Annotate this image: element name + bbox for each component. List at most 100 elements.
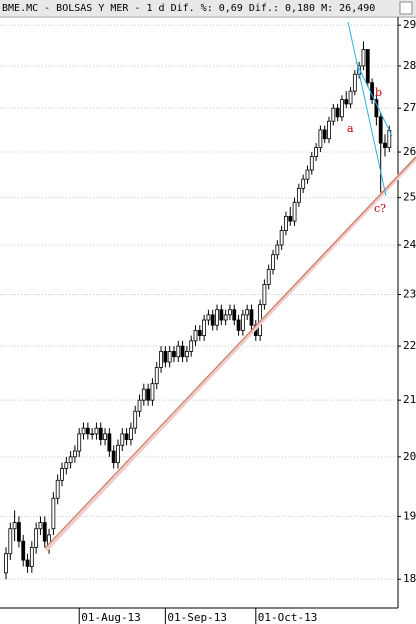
y-tick-label: 24	[403, 238, 416, 251]
candle-body	[42, 522, 47, 542]
candle-body	[172, 351, 176, 358]
candle-body	[120, 433, 125, 446]
channel-line	[355, 61, 393, 137]
candle-body	[374, 99, 379, 118]
y-tick-label: 18	[403, 572, 416, 585]
candle-body	[275, 244, 280, 256]
candle-body	[133, 410, 138, 429]
annotation: b	[375, 86, 382, 99]
candle-body	[21, 540, 26, 561]
candle-body	[55, 479, 60, 499]
candle-body	[288, 215, 293, 222]
y-tick-label: 29	[403, 18, 416, 31]
candle-body	[309, 156, 314, 171]
candle-body	[318, 129, 323, 148]
chart-title: BME.MC - BOLSAS Y MER - 1 d Dif. %: 0,69…	[2, 3, 375, 14]
candle-body	[98, 427, 103, 440]
candle-body	[68, 456, 73, 464]
candle-body	[163, 351, 168, 363]
candle-body	[292, 201, 297, 222]
candle-body	[232, 309, 237, 321]
candle-body	[29, 547, 34, 567]
candle-body	[51, 497, 56, 530]
candle-body	[90, 433, 95, 436]
candle-body	[245, 309, 250, 316]
candle-body	[25, 559, 30, 567]
candle-body	[17, 522, 21, 542]
candle-body	[85, 427, 90, 435]
candle-body	[197, 329, 202, 337]
support-trend-line	[44, 156, 416, 549]
candle-body	[107, 433, 112, 452]
candle-body	[284, 215, 288, 232]
candle-body	[305, 169, 310, 180]
candle-body	[167, 351, 172, 363]
candle-body	[180, 345, 185, 358]
candle-body	[215, 309, 219, 326]
candle-body	[206, 314, 211, 321]
candle-body	[146, 388, 151, 401]
x-tick-label: 01-Aug-13	[81, 611, 141, 624]
candle-body	[12, 522, 17, 530]
candle-body	[103, 433, 107, 440]
candle-body	[296, 187, 301, 203]
y-tick-label: 22	[403, 339, 416, 352]
candle-body	[249, 309, 254, 326]
header-bar	[0, 0, 416, 16]
candle-body	[223, 314, 228, 321]
candle-body	[73, 450, 77, 458]
header-button[interactable]	[399, 1, 413, 15]
candle-body	[193, 329, 198, 342]
candle-body	[271, 254, 275, 270]
y-tick-label: 26	[403, 145, 416, 158]
candle-body	[236, 319, 241, 331]
candle-body	[348, 90, 353, 105]
candle-body	[159, 351, 163, 368]
y-tick-label: 28	[403, 59, 416, 72]
candle-body	[344, 99, 349, 105]
annotation: a	[347, 122, 354, 135]
candle-body	[210, 314, 215, 326]
y-tick-label: 27	[403, 101, 416, 114]
candle-body	[128, 427, 133, 440]
candle-body	[279, 230, 284, 246]
candle-body	[94, 427, 99, 435]
candle-body	[124, 433, 129, 440]
candle-body	[327, 120, 331, 140]
y-tick-label: 20	[403, 450, 416, 463]
candle-body	[301, 178, 306, 189]
candle-body	[4, 553, 8, 574]
candle-body	[365, 49, 370, 84]
candle-body	[116, 444, 120, 464]
y-tick-label: 19	[403, 509, 416, 522]
candle-body	[184, 351, 189, 358]
candle-body	[137, 399, 142, 412]
candle-body	[60, 468, 64, 481]
y-tick-label: 21	[403, 393, 416, 406]
candle-body	[262, 284, 267, 306]
annotation: c?	[374, 202, 386, 215]
candle-body	[64, 462, 69, 469]
candle-body	[141, 388, 146, 401]
x-tick-label: 01-Sep-13	[167, 611, 227, 624]
candle-body	[266, 269, 271, 285]
trend-line-shadow	[44, 156, 416, 552]
candle-body	[38, 522, 43, 530]
candle-body	[219, 309, 224, 321]
candle-body	[335, 107, 340, 118]
channel-line	[347, 21, 387, 197]
candle-body	[8, 528, 13, 555]
candle-body	[228, 309, 232, 316]
candle-body	[240, 314, 245, 331]
candle-body	[378, 116, 383, 144]
candle-body	[202, 319, 207, 337]
candle-body	[150, 383, 155, 401]
candle-body	[352, 73, 357, 92]
candle-body	[331, 107, 336, 122]
candle-body	[322, 129, 327, 140]
candle-body	[111, 450, 116, 464]
candle-body	[314, 147, 318, 157]
candle-body	[340, 99, 344, 118]
candle-body	[176, 345, 181, 358]
y-tick-label: 25	[403, 191, 416, 204]
